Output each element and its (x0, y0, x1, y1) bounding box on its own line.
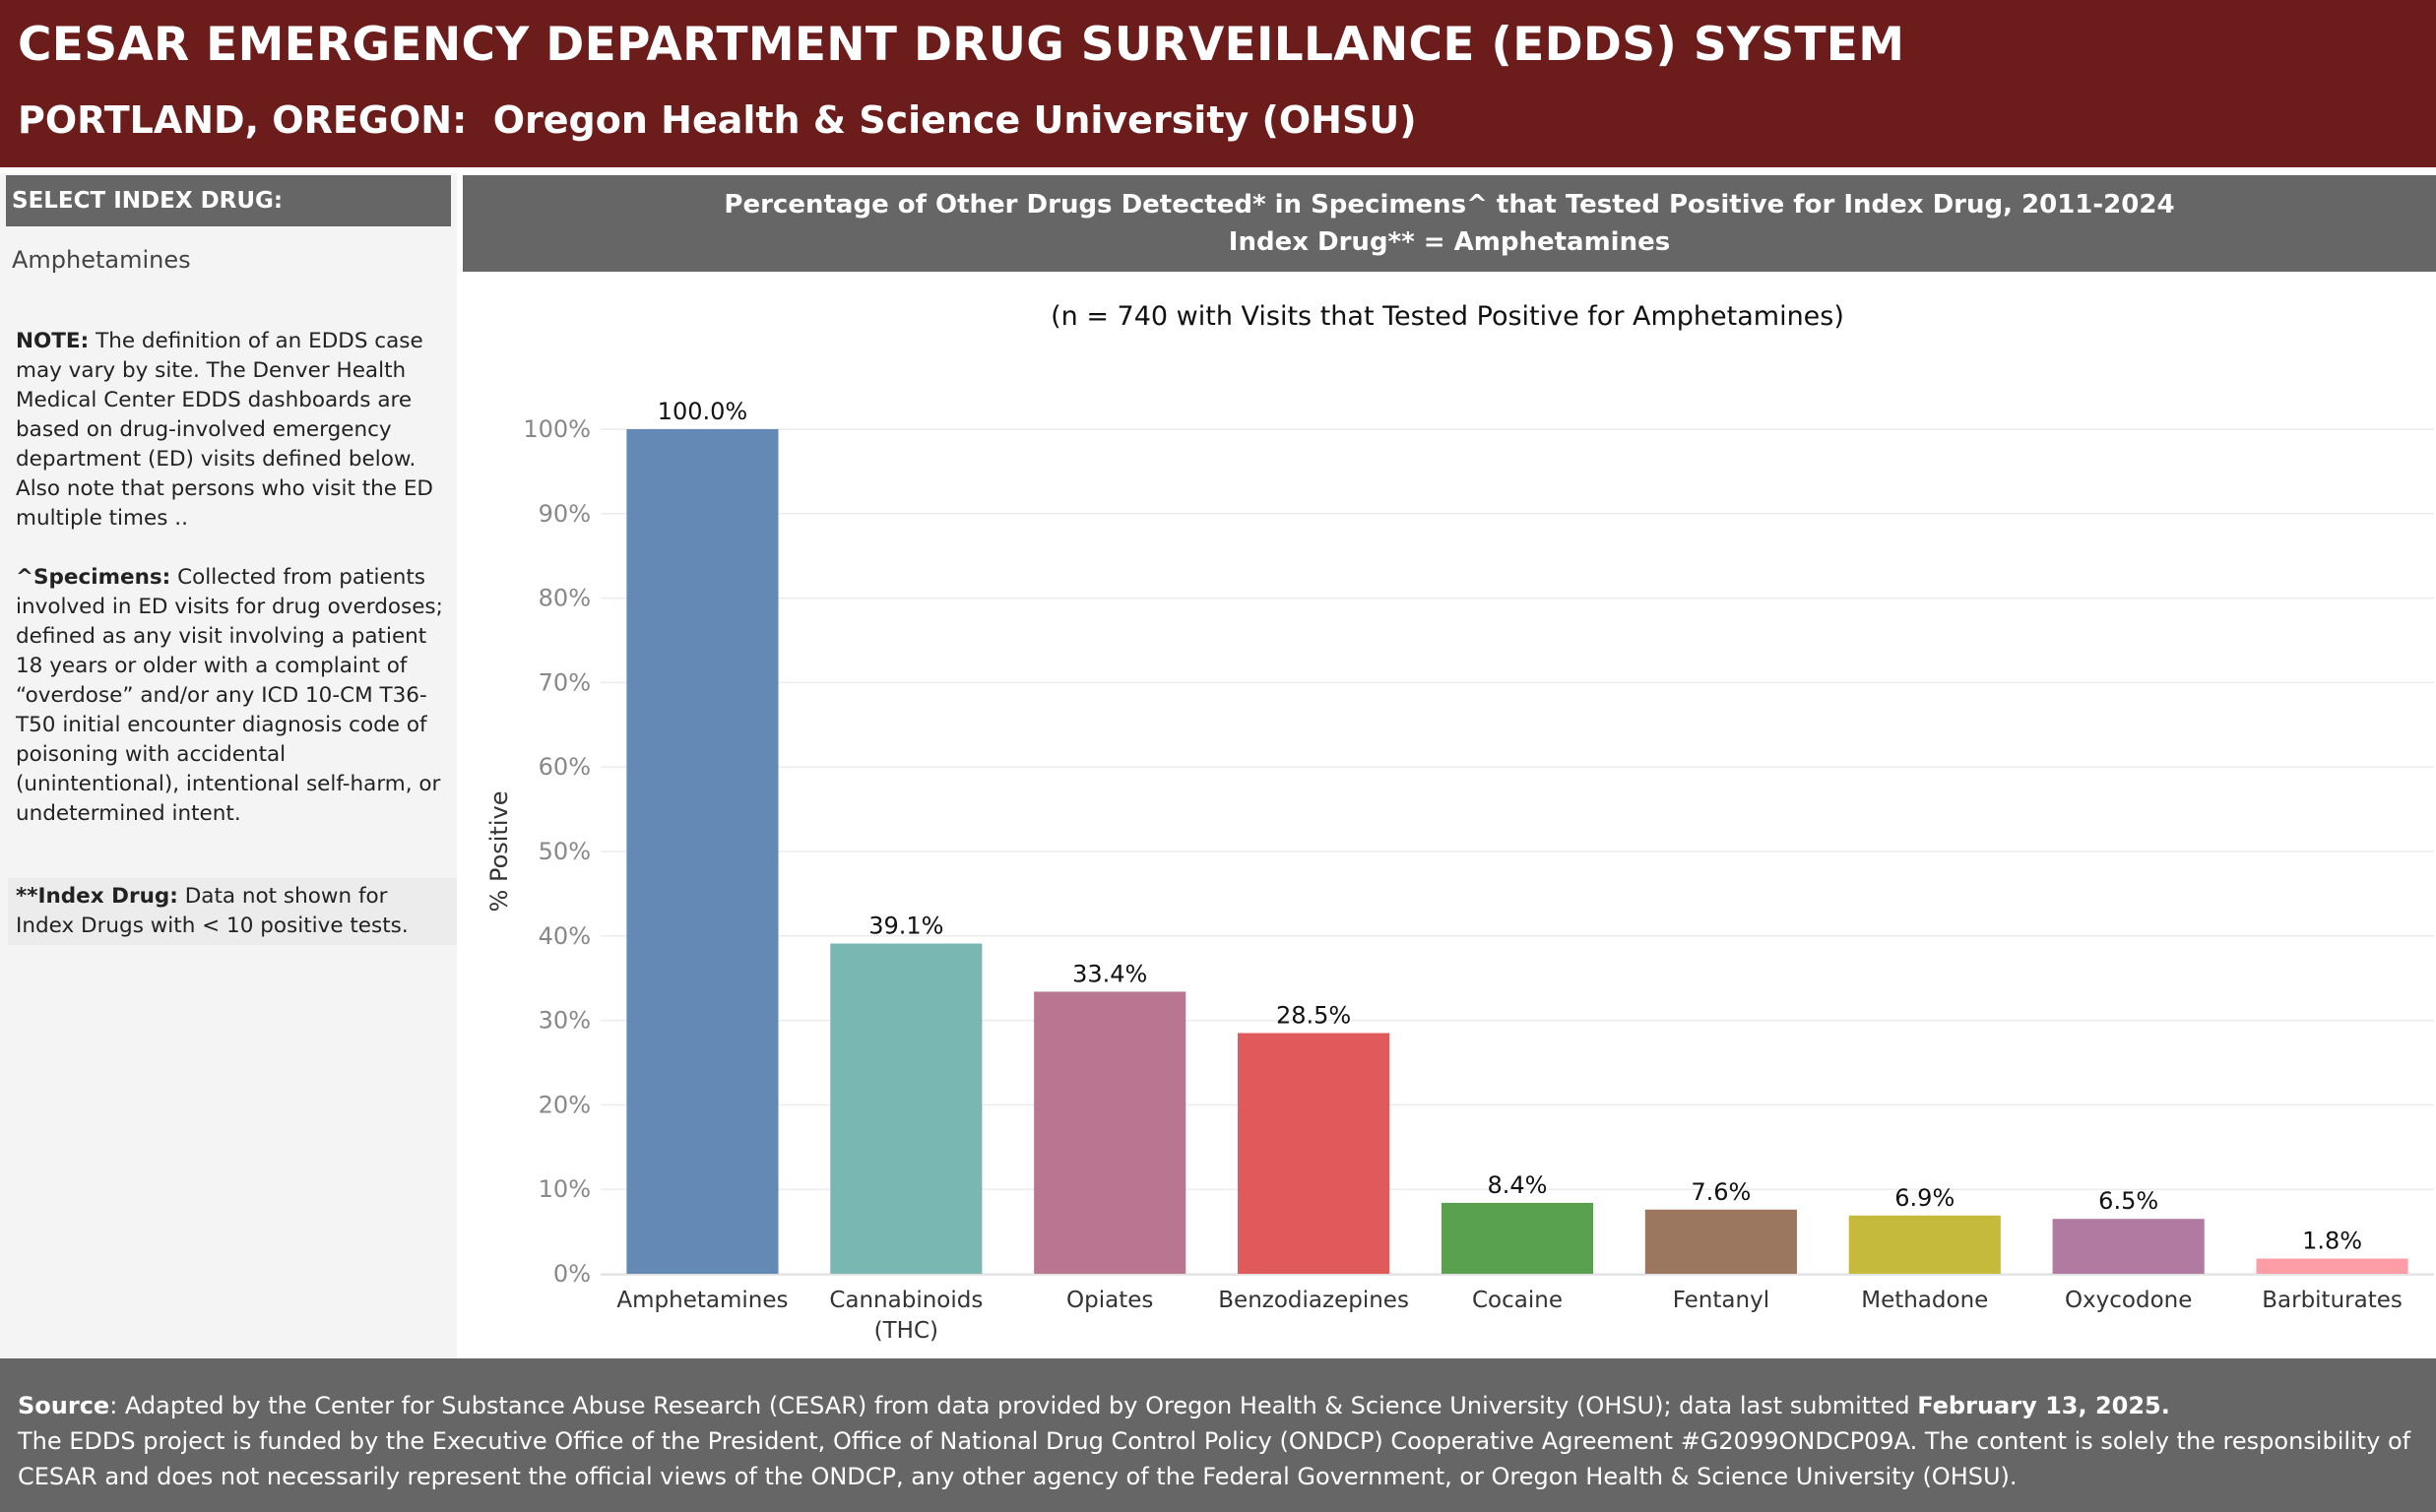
bar (626, 429, 779, 1274)
specimens-label: ^Specimens: (16, 565, 171, 590)
y-tick-label: 60% (539, 753, 591, 781)
specimens-text: Collected from patients involved in ED v… (16, 565, 443, 826)
note-text: The definition of an EDDS case may vary … (16, 329, 433, 531)
chart-sample-size: (n = 740 with Visits that Tested Positiv… (1051, 301, 1844, 332)
bar (1644, 1209, 1797, 1274)
x-category-label: Fentanyl (1673, 1288, 1769, 1313)
index-drug-label: **Index Drug: (16, 884, 178, 909)
footer: Source: Adapted by the Center for Substa… (0, 1358, 2436, 1512)
page-title: CESAR EMERGENCY DEPARTMENT DRUG SURVEILL… (18, 18, 1905, 72)
data-label: 39.1% (868, 913, 943, 940)
index-drug-text: Data not shown for Index Drugs with < 10… (16, 884, 409, 938)
bar (1034, 991, 1186, 1274)
page-header: CESAR EMERGENCY DEPARTMENT DRUG SURVEILL… (0, 0, 2436, 167)
x-category-label: Opiates (1066, 1288, 1153, 1313)
data-label: 6.9% (1894, 1184, 1955, 1212)
note-index-drug: **Index Drug: Data not shown for Index D… (8, 878, 457, 945)
data-label: 33.4% (1072, 960, 1147, 987)
chart-title: Percentage of Other Drugs Detected* in S… (724, 190, 2175, 220)
bar-chart: 0% 10% 20% 30% 40% 50% 60% 70% 80% 90% 100% % Posit… (485, 398, 2434, 1344)
source-label: Source (18, 1392, 110, 1419)
x-category-label: Amphetamines (616, 1288, 788, 1313)
y-tick-label: 0% (553, 1260, 591, 1288)
note-definition: NOTE: The definition of an EDDS case may… (16, 327, 449, 534)
y-axis-label: % Positive (485, 791, 513, 913)
data-label: 8.4% (1488, 1171, 1548, 1199)
chart-area (463, 272, 2436, 1358)
x-category-label: Methadone (1861, 1288, 1988, 1313)
x-category-label: Cannabinoids (829, 1288, 983, 1313)
x-category-label: Barbiturates (2262, 1288, 2403, 1313)
chart-header: Percentage of Other Drugs Detected* in S… (463, 175, 2436, 272)
y-tick-label: 80% (539, 585, 591, 612)
y-tick-label: 10% (539, 1175, 591, 1203)
select-index-drug-label: SELECT INDEX DRUG: (6, 175, 451, 226)
y-tick-label: 20% (539, 1091, 591, 1118)
bar (1238, 1033, 1390, 1274)
bar (830, 943, 983, 1274)
data-label: 7.6% (1691, 1178, 1751, 1206)
bar (1848, 1215, 2001, 1274)
data-label: 28.5% (1276, 1001, 1351, 1029)
bar (2256, 1258, 2408, 1274)
source-text: : Adapted by the Center for Substance Ab… (109, 1392, 1918, 1419)
index-drug-selector[interactable]: Amphetamines (12, 246, 191, 274)
chart-index-drug: Index Drug** = Amphetamines (1228, 227, 1671, 257)
x-category-label: Cocaine (1472, 1288, 1563, 1313)
footer-source: Source: Adapted by the Center for Substa… (18, 1388, 2418, 1423)
data-label: 6.5% (2098, 1187, 2158, 1215)
x-category-label: Oxycodone (2065, 1288, 2192, 1313)
note-specimens: ^Specimens: Collected from patients invo… (16, 563, 449, 829)
sidebar (0, 173, 457, 1358)
bar (2052, 1219, 2205, 1274)
data-label: 100.0% (658, 398, 748, 425)
page-subtitle: PORTLAND, OREGON: Oregon Health & Scienc… (18, 98, 1417, 142)
footer-funding: The EDDS project is funded by the Execut… (18, 1427, 2411, 1490)
y-tick-label: 30% (539, 1007, 591, 1035)
y-tick-label: 100% (523, 415, 591, 443)
note-label: NOTE: (16, 329, 90, 353)
y-tick-label: 50% (539, 838, 591, 865)
x-category-label: Benzodiazepines (1218, 1288, 1409, 1313)
data-label: 1.8% (2302, 1228, 2362, 1255)
x-category-label: (THC) (874, 1318, 938, 1344)
y-tick-label: 70% (539, 668, 591, 696)
y-tick-label: 40% (539, 922, 591, 950)
y-tick-label: 90% (539, 500, 591, 528)
source-date: February 13, 2025. (1917, 1392, 2170, 1419)
bar (1441, 1202, 1594, 1274)
